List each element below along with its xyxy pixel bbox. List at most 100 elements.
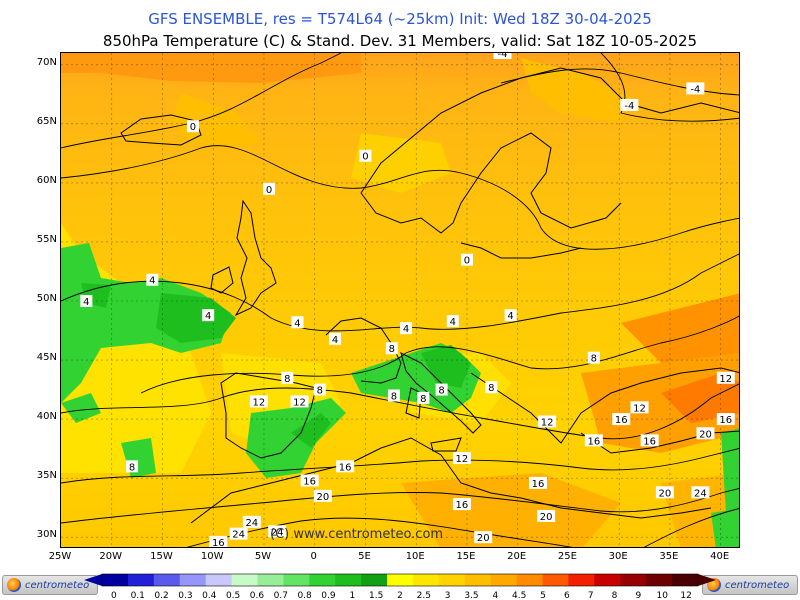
scale-tick-label: 0.7 <box>273 591 288 600</box>
contour-label-box <box>281 371 294 384</box>
contour-label: 0 <box>186 120 199 133</box>
scale-tick-label: 8 <box>611 591 618 600</box>
contour-label-box <box>336 460 355 473</box>
contour-label-text: 20 <box>699 429 712 440</box>
contour-label-box <box>146 273 159 286</box>
contour-label-text: 16 <box>456 500 469 511</box>
scale-tick-label: 4.5 <box>512 591 527 600</box>
scale-tick-label: 7 <box>587 591 594 600</box>
contour-label-box <box>400 322 413 335</box>
contour-label: 12 <box>630 401 649 414</box>
contour-label: 20 <box>313 489 332 503</box>
contour-label-text: -4 <box>690 84 700 95</box>
scale-tick-label: 1.5 <box>368 591 384 600</box>
contour-label-text: -4 <box>498 53 508 60</box>
scale-tick-label: 0.4 <box>202 591 217 600</box>
color-scale-bar <box>84 573 716 587</box>
contour-label: 24 <box>268 525 287 538</box>
contour-label-box <box>696 427 715 440</box>
contour-label-box <box>537 509 556 522</box>
contour-label-text: 0 <box>464 256 470 267</box>
scale-tick-label: 0.2 <box>154 591 169 600</box>
contour-label: 24 <box>229 527 248 541</box>
contour-label-box <box>126 460 139 473</box>
scale-tick-label: 0.3 <box>178 591 193 600</box>
scale-outline <box>101 573 699 587</box>
scale-tick-label: 0.1 <box>130 591 145 600</box>
scale-underflow-arrow <box>84 574 102 586</box>
latitude-tick-label: 65N <box>36 115 57 127</box>
latitude-tick-label: 45N <box>36 352 57 364</box>
contour-label-box <box>620 98 639 111</box>
contour-label-text: 8 <box>284 374 290 385</box>
brand-logo-right[interactable]: centrometeo <box>702 575 798 595</box>
scale-color-cell <box>438 574 466 586</box>
scale-color-cell <box>361 574 388 586</box>
contour-label: 4 <box>202 309 215 322</box>
contour-label-box <box>587 351 600 364</box>
longitude-tick-label: 40E <box>710 551 730 562</box>
contour-label: 20 <box>537 509 556 523</box>
scale-color-cell <box>594 574 621 586</box>
contour-label-text: 4 <box>294 318 300 329</box>
contour-label: 0 <box>359 149 372 163</box>
copyright-watermark: (C) www.centrometeo.com <box>270 527 444 542</box>
contour-label-text: 0 <box>266 185 272 196</box>
longitude-tick-label: 25E <box>557 551 577 562</box>
contour-label-box <box>387 389 400 402</box>
longitude-tick-label: 20E <box>507 551 527 562</box>
contour-label: 8 <box>417 391 430 405</box>
contour-label-box <box>268 525 287 538</box>
contour-label-text: 4 <box>507 311 513 322</box>
scale-color-cell <box>231 574 258 586</box>
contour-label: 12 <box>716 371 735 385</box>
scale-tick-label: 10 <box>656 591 668 600</box>
contour-label-text: 0 <box>190 122 196 133</box>
scale-color-cell <box>620 574 647 586</box>
brand-logo-left[interactable]: centrometeo <box>2 575 98 595</box>
contour-label-box <box>474 531 493 544</box>
contour-label: 8 <box>126 460 139 473</box>
contour-label: 12 <box>538 415 557 428</box>
scale-color-cell <box>283 574 310 586</box>
contour-label: -4 <box>686 82 705 95</box>
contour-label: 8 <box>587 351 600 365</box>
contour-label-box <box>290 395 309 408</box>
contour-label-text: 8 <box>591 354 597 365</box>
contour-label-text: 24 <box>232 530 245 541</box>
contour-label: -4 <box>493 53 512 60</box>
longitude-tick-label: 25W <box>48 551 72 562</box>
contour-label: 4 <box>329 332 342 346</box>
contour-label-box <box>202 309 215 322</box>
contour-label: 12 <box>452 452 471 465</box>
contour-label-box <box>630 401 649 414</box>
contour-label-text: 8 <box>129 462 135 473</box>
brand-logo-text: centrometeo <box>25 579 90 591</box>
contour-label: 12 <box>290 395 309 408</box>
scale-tick-label: 0.8 <box>297 591 312 600</box>
longitude-tick-label: 15W <box>150 551 173 562</box>
contour-label-text: 16 <box>643 436 656 447</box>
contour-label-text: 24 <box>694 488 707 499</box>
map-panel: -4 -4 -4 0 0 0 0 4 4 4 4 4 4 4 4 8 8 8 8 8 8 8 8 8 12 12 12 12 12 12 1… <box>60 52 740 548</box>
contour-label-box <box>313 489 332 502</box>
latitude-tick-label: 30N <box>36 529 57 541</box>
latitude-tick-label: 55N <box>36 233 57 245</box>
contour-label-box <box>242 515 261 528</box>
contour-label: 8 <box>387 389 400 402</box>
contour-label: 16 <box>716 413 735 426</box>
contour-label-box <box>359 149 372 162</box>
contour-label-box <box>385 342 398 355</box>
contour-label: 4 <box>291 316 304 329</box>
longitude-tick-label: 10E <box>405 551 425 562</box>
scale-color-cell <box>516 574 544 586</box>
scale-tick-label: 0 <box>111 591 117 600</box>
scale-color-cell <box>464 574 492 586</box>
contour-label-text: 8 <box>488 383 494 394</box>
contour-label-box <box>229 527 248 540</box>
scale-color-cell <box>335 574 362 586</box>
latitude-tick-label: 70N <box>36 56 57 68</box>
contour-label-box <box>584 434 603 447</box>
